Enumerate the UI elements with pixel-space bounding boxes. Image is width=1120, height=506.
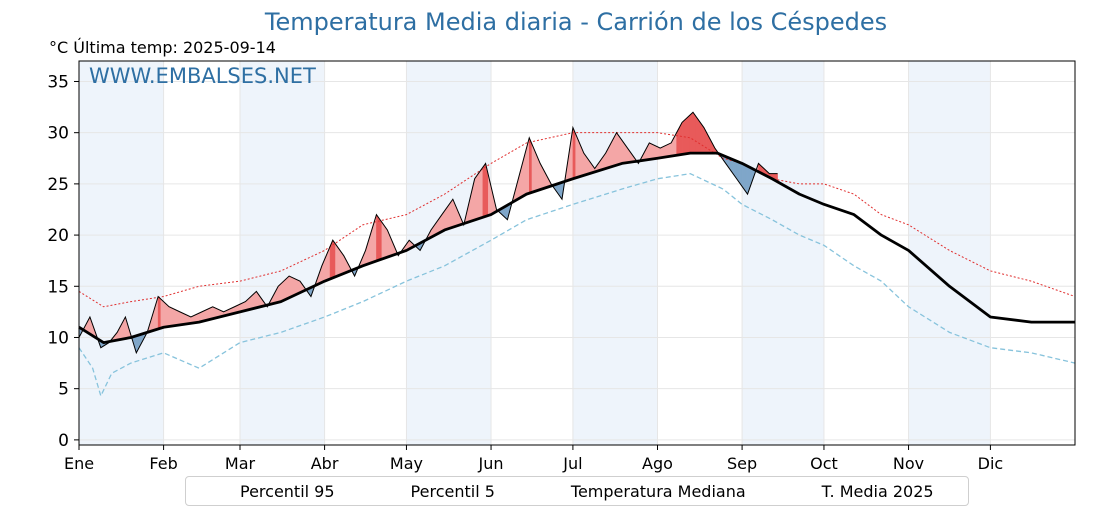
anomaly-fill-segment [168,306,173,327]
x-tick-label: May [390,454,423,473]
y-tick-label: 35 [47,72,69,92]
anomaly-fill-segment [479,166,484,219]
month-band [406,61,492,445]
legend-item-p95: Percentil 95 [194,482,357,501]
month-band [239,61,325,445]
anomaly-fill-segment [174,308,178,326]
series-percentil-95 [78,132,1076,308]
x-tick-label: Ene [64,454,94,473]
anomaly-fill-segment [337,247,342,277]
x-tick-label: Ago [642,454,673,473]
anomaly-fill-segment [684,116,688,155]
y-tick-label: 0 [58,431,69,451]
y-tick-label: 30 [47,124,69,144]
y-tick-label: 15 [47,277,69,297]
anomaly-fill-segment [687,114,691,154]
watermark: WWW.EMBALSES.NET [89,64,316,88]
anomaly-fill-segment [665,143,669,158]
anomaly-fill-segment [482,162,486,218]
anomaly-fill-segment [692,111,696,154]
plot-frame [78,60,1076,446]
legend-item-median: Temperatura Mediana [525,482,768,501]
month-band [742,61,824,445]
x-tick-label: Mar [225,454,256,473]
legend-label-p5: Percentil 5 [410,481,495,501]
series-media-2025 [78,111,778,355]
anomaly-fill-segment [619,135,623,165]
anomaly-fill-segment [286,275,290,300]
legend-label-median: Temperatura Mediana [570,481,746,501]
y-tick-label: 20 [47,226,69,246]
anomaly-fill-segment [335,243,339,278]
anomaly-fill-segment [449,198,454,229]
legend-label-current: T. Media 2025 [821,481,934,501]
anomaly-fill-segment [179,311,183,326]
anomaly-fill-segment [698,119,702,154]
anomaly-fill-segment [695,115,699,154]
x-tick-label: Nov [893,454,924,473]
anomaly-fill-segment [280,280,284,303]
anomaly-fill-segment [668,142,672,157]
anomaly-fill-segment [381,221,385,260]
x-tick-label: Oct [810,454,838,473]
anomaly-fill-segment [384,225,388,259]
y-tick-label: 25 [47,175,69,195]
anomaly-fill-segment [649,142,653,160]
anomaly-fill-segment [157,295,162,330]
series-mediana [78,151,1075,345]
anomaly-fill-segment [531,144,535,193]
x-tick-label: Dic [978,454,1004,473]
x-tick-label: Feb [149,454,177,473]
anomaly-fill-segment [291,276,295,297]
anomaly-fill-segment [662,145,666,158]
y-tick-label: 10 [47,328,69,348]
legend-item-p5: Percentil 5 [365,482,517,501]
chart-title: Temperatura Media diaria - Carrión de lo… [264,8,888,36]
series-lines [78,111,1076,398]
axes: 0 5 10 15 20 25 30 35 Ene Feb Mar Abr May Jun Jul Ago Se… [47,72,1003,473]
anomaly-fill-segment [283,278,287,301]
anomaly-fill-segment [163,301,167,328]
anomaly-fill-segment [378,217,383,261]
x-tick-label: Abr [311,454,339,473]
anomaly-fill-segment [332,239,336,279]
anomaly-fill-segment [528,137,533,194]
month-bands [79,61,991,445]
anomaly-fill-segment [572,127,576,180]
month-band [79,61,164,445]
anomaly-fill-segment [689,111,694,154]
anomaly-fill-segment [654,145,658,159]
month-band [572,61,658,445]
legend-label-p95: Percentil 95 [240,481,335,501]
anomaly-fill-segment [171,307,175,327]
y-tick-label: 5 [58,380,69,400]
series-percentil-5 [78,172,1076,398]
anomaly-fill-segment [616,131,620,166]
legend: Percentil 95 Percentil 5 Temperatura Med… [185,476,969,506]
x-tick-label: Sep [727,454,757,473]
anomaly-fill-segment [160,298,164,329]
anomaly-fill-segment [176,310,181,326]
chart-subtitle: °C Última temp: 2025-09-14 [49,38,276,57]
x-tick-label: Jun [478,454,504,473]
anomaly-fill-segment [700,122,705,154]
anomaly-fill-segment [651,143,656,160]
anomaly-fill-segment [288,275,293,299]
month-band [908,61,991,445]
anomaly-fill-segment [744,164,748,195]
anomaly-fill-segment [166,303,170,328]
anomaly-fill-segment [474,174,478,221]
x-tick-label: Jul [562,454,582,473]
legend-item-current: T. Media 2025 [776,482,956,501]
anomaly-fill-segment [477,170,481,220]
